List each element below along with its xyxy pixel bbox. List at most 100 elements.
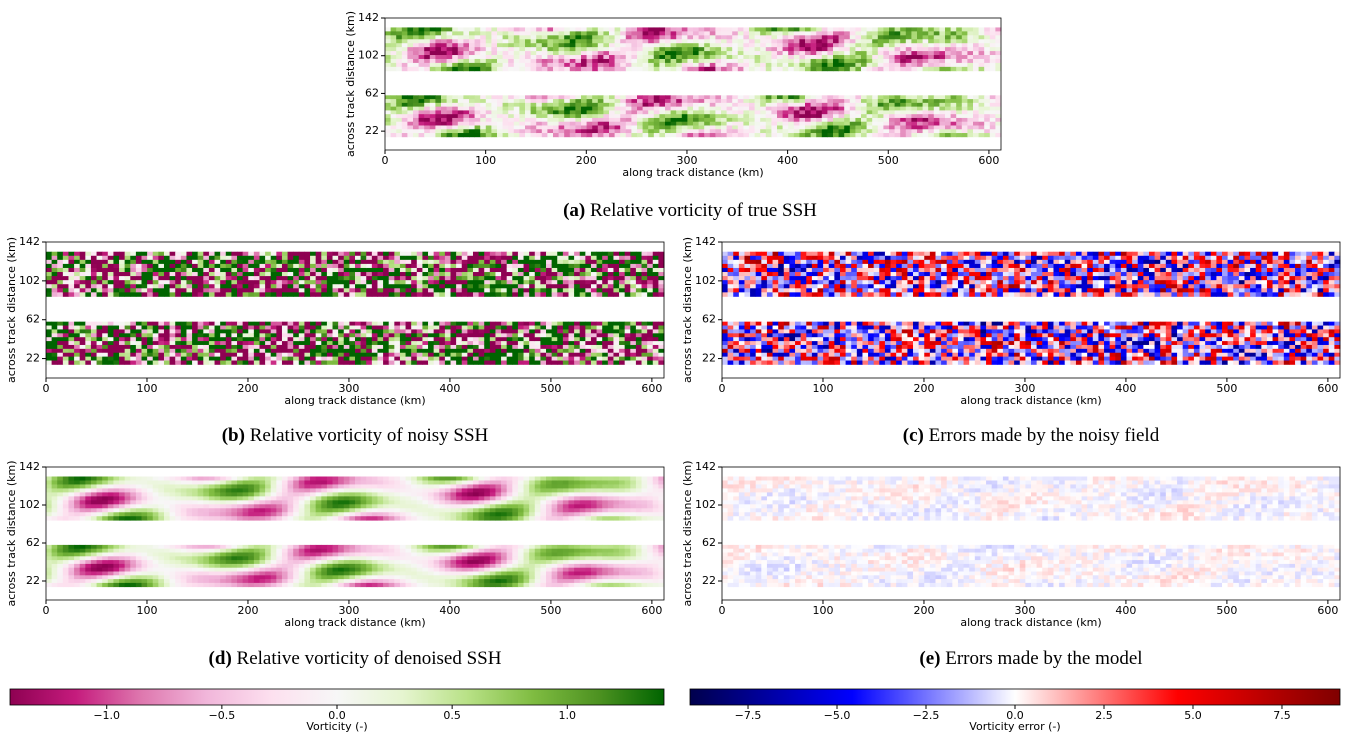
- field-cell: [512, 352, 519, 358]
- field-cell: [889, 27, 895, 32]
- field-cell: [248, 352, 255, 358]
- field-cell: [883, 43, 890, 48]
- field-cell: [917, 43, 923, 48]
- field-cell: [231, 288, 238, 293]
- field-cell: [467, 341, 474, 346]
- field-cell: [681, 106, 688, 111]
- field-cell: [422, 272, 429, 277]
- field-cell: [844, 62, 851, 68]
- field-cell: [540, 284, 547, 289]
- field-cell: [517, 329, 524, 334]
- field-cell: [158, 341, 165, 346]
- field-cell: [581, 62, 587, 68]
- field-cell: [310, 280, 317, 285]
- field-cell: [383, 356, 390, 361]
- field-cell: [805, 125, 811, 130]
- field-cell: [631, 110, 638, 115]
- field-cell: [355, 321, 362, 326]
- field-cell: [536, 121, 543, 126]
- field-cell: [755, 284, 762, 289]
- field-cell: [472, 272, 479, 277]
- field-cell: [709, 62, 716, 68]
- field-cell: [799, 35, 806, 40]
- field-cell: [607, 337, 614, 342]
- field-cell: [388, 284, 395, 289]
- field-cell: [805, 51, 811, 56]
- field-cell: [592, 129, 599, 134]
- field-cell: [355, 284, 362, 289]
- field-cell: [530, 27, 537, 32]
- field-cell: [540, 251, 547, 257]
- field-cell: [676, 35, 683, 40]
- field-cell: [152, 280, 159, 285]
- field-cell: [62, 280, 69, 285]
- field-cell: [517, 259, 524, 265]
- field-cell: [760, 31, 767, 36]
- field-cell: [208, 272, 215, 277]
- field-cell: [922, 66, 929, 72]
- field-cell: [130, 333, 137, 338]
- field-cell: [485, 58, 492, 64]
- field-cell: [407, 58, 414, 64]
- field-cell: [568, 255, 575, 261]
- field-cell: [722, 272, 729, 277]
- field-cell: [749, 43, 755, 48]
- field-cell: [429, 47, 436, 52]
- field-cell: [928, 114, 935, 119]
- field-cell: [956, 66, 963, 72]
- field-cell: [124, 348, 131, 354]
- field-cell: [450, 360, 457, 365]
- field-cell: [401, 47, 408, 52]
- field-cell: [452, 51, 459, 56]
- field-cell: [491, 125, 498, 130]
- field-cell: [704, 129, 711, 134]
- field-cell: [343, 267, 350, 273]
- field-cell: [579, 360, 586, 365]
- field-cell: [338, 259, 345, 265]
- field-cell: [446, 117, 453, 123]
- field-cell: [658, 344, 665, 350]
- field-cell: [821, 125, 828, 130]
- field-cell: [637, 51, 643, 56]
- field-cell: [457, 133, 464, 138]
- field-cell: [237, 276, 244, 281]
- field-cell: [484, 344, 491, 350]
- field-cell: [416, 360, 423, 365]
- field-cell: [732, 62, 739, 68]
- field-cell: [371, 280, 378, 285]
- field-cell: [444, 263, 451, 269]
- field-cell: [130, 337, 137, 342]
- field-cell: [732, 55, 739, 60]
- field-cell: [135, 348, 142, 354]
- field-cell: [529, 329, 536, 334]
- field-cell: [553, 106, 559, 111]
- field-cell: [933, 55, 940, 60]
- field-cell: [396, 47, 403, 52]
- field-cell: [463, 51, 470, 56]
- field-cell: [197, 360, 204, 365]
- field-cell: [214, 288, 221, 293]
- field-cell: [613, 352, 620, 358]
- field-cell: [749, 66, 755, 72]
- field-cell: [630, 352, 637, 358]
- field-cell: [253, 325, 260, 330]
- field-cell: [416, 276, 423, 281]
- field-cell: [484, 280, 491, 285]
- field-cell: [777, 114, 783, 119]
- field-cell: [135, 356, 142, 361]
- field-cell: [670, 114, 677, 119]
- field-cell: [169, 276, 176, 281]
- field-cell: [984, 62, 991, 68]
- field-cell: [973, 27, 979, 32]
- field-cell: [793, 121, 800, 126]
- field-cell: [57, 325, 64, 330]
- field-cell: [355, 333, 362, 338]
- field-cell: [265, 263, 272, 269]
- field-cell: [519, 51, 526, 56]
- field-cell: [635, 292, 642, 297]
- field-cell: [326, 272, 333, 277]
- field-cell: [945, 133, 951, 138]
- field-cell: [967, 58, 974, 64]
- field-cell: [321, 348, 328, 354]
- field-cell: [377, 255, 384, 261]
